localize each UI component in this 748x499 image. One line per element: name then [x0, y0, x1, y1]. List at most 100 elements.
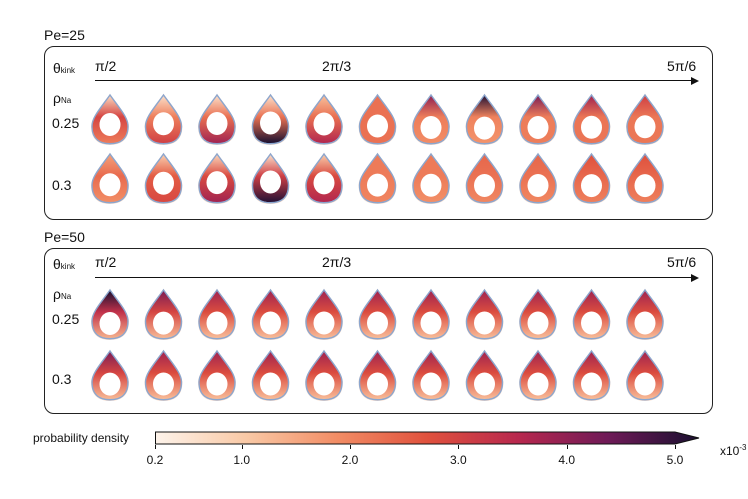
droplet-outline — [251, 349, 290, 401]
droplet-outline — [465, 93, 504, 145]
droplet-core — [581, 311, 602, 335]
droplet-core — [260, 170, 281, 194]
droplet-outline — [519, 152, 557, 204]
droplet-outline — [358, 349, 397, 401]
droplet-core — [634, 372, 656, 396]
droplet-outline — [305, 288, 343, 340]
droplet-outline — [465, 152, 504, 204]
droplet — [412, 152, 450, 204]
droplet — [358, 349, 397, 401]
droplet-outline — [572, 288, 611, 340]
droplet — [91, 349, 129, 401]
droplet — [572, 349, 611, 401]
droplet-outline — [465, 349, 504, 401]
colorbar-tick-label: 0.2 — [146, 453, 164, 467]
colorbar-tick-mark — [458, 445, 460, 449]
droplet-outline — [91, 152, 129, 204]
droplet-core — [99, 372, 121, 396]
droplet-outline — [572, 152, 611, 204]
droplet-core — [153, 372, 174, 396]
droplet-core — [420, 311, 442, 335]
droplet-core — [206, 171, 228, 195]
droplet-core — [527, 173, 549, 197]
droplet — [412, 93, 450, 145]
droplet-outline — [305, 93, 343, 145]
droplet — [144, 93, 183, 145]
droplet-outline — [91, 288, 129, 340]
droplet — [91, 152, 129, 204]
colorbar-tick-mark — [155, 445, 156, 449]
colorbar — [155, 431, 700, 445]
panel-pe50 — [44, 248, 713, 414]
colorbar-gradient — [155, 431, 700, 445]
droplet-core — [420, 116, 442, 139]
droplet-core — [474, 173, 495, 197]
droplet-core — [527, 372, 549, 396]
droplet-core — [634, 115, 656, 139]
droplet-core — [260, 111, 281, 135]
droplet — [626, 288, 664, 340]
droplet-outline — [412, 349, 450, 401]
droplet-outline — [251, 288, 290, 340]
droplet-outline — [198, 288, 236, 340]
droplet-core — [527, 116, 549, 139]
droplet-core — [634, 311, 656, 335]
pe-label-50: Pe=50 — [44, 229, 85, 245]
droplet-core — [313, 112, 335, 136]
droplet-outline — [198, 349, 236, 401]
droplet — [626, 152, 664, 204]
droplet-outline — [91, 93, 129, 145]
droplet-outline — [626, 93, 664, 145]
droplet-outline — [144, 93, 183, 145]
row-label-025: 0.25 — [52, 115, 80, 131]
theta-mid-label: 2π/3 — [322, 58, 352, 74]
droplet-core — [206, 111, 228, 135]
droplet-core — [581, 174, 602, 198]
row-label-03: 0.3 — [52, 177, 72, 193]
droplet-outline — [305, 152, 343, 204]
droplet — [412, 288, 450, 340]
droplet-core — [634, 174, 656, 198]
droplet — [626, 93, 664, 145]
colorbar-tick-label: 3.0 — [449, 453, 467, 467]
droplet-outline — [572, 93, 611, 145]
droplet — [465, 152, 504, 204]
colorbar-tick-label: 4.0 — [558, 453, 575, 467]
droplet-outline — [91, 349, 129, 401]
droplet — [305, 93, 343, 145]
theta-arrowhead — [691, 273, 699, 282]
droplet-core — [153, 171, 174, 195]
droplet — [572, 288, 611, 340]
droplet-core — [420, 173, 442, 197]
droplet-core — [206, 372, 228, 396]
droplet — [91, 93, 129, 145]
droplet-core — [99, 113, 121, 136]
droplet — [251, 288, 290, 340]
colorbar-tick-label: 5.0 — [666, 453, 684, 467]
colorbar-tick-label: 2.0 — [341, 453, 359, 467]
droplet — [519, 288, 557, 340]
rho-label: ρNa — [53, 286, 72, 302]
droplet-outline — [626, 152, 664, 204]
droplet-outline — [519, 93, 557, 145]
droplet-outline — [144, 349, 183, 401]
theta-end-label: 5π/6 — [667, 254, 697, 270]
droplet-core — [99, 173, 121, 197]
droplet-core — [313, 311, 335, 335]
droplet-outline — [519, 349, 557, 401]
droplet — [198, 152, 236, 204]
droplet — [358, 93, 397, 145]
droplet — [519, 349, 557, 401]
droplet — [305, 349, 343, 401]
theta-start-label: π/2 — [95, 254, 117, 270]
droplet-core — [99, 312, 121, 336]
droplet-outline — [519, 288, 557, 340]
droplet — [144, 152, 183, 204]
droplet-core — [367, 173, 388, 197]
colorbar-tick-mark — [350, 445, 351, 449]
droplet-core — [313, 372, 335, 396]
droplet — [251, 152, 290, 204]
droplet-outline — [198, 93, 236, 145]
droplet-core — [581, 115, 602, 139]
